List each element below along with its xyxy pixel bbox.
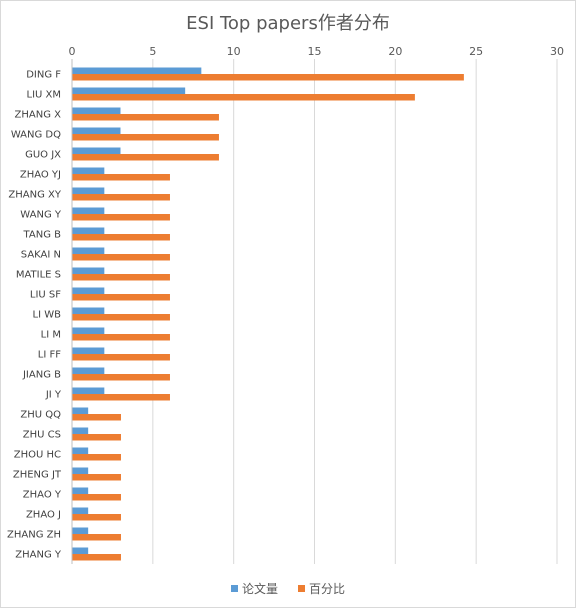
legend-label-series-1: 百分比 [309,582,346,596]
bar-series-0-5 [72,167,105,174]
legend-item-series-0: 论文量 [230,580,278,597]
category-label-17: ZHU QQ [20,410,61,421]
category-label-9: SAKAI N [21,250,61,261]
bar-series-1-1 [72,94,415,101]
category-label-18: ZHU CS [23,430,61,441]
bar-series-0-17 [72,407,89,414]
bar-series-1-18 [72,434,121,441]
category-label-7: WANG Y [20,210,62,221]
legend-item-series-1: 百分比 [298,580,345,597]
bar-series-0-23 [72,527,89,534]
category-label-14: LI FF [38,350,61,361]
bar-series-1-8 [72,234,170,241]
bar-series-0-3 [72,127,121,134]
bar-series-1-7 [72,214,170,221]
bar-series-0-24 [72,547,89,554]
bar-series-1-24 [72,554,121,561]
category-label-19: ZHOU HC [14,450,61,461]
category-label-6: ZHANG XY [8,190,61,201]
x-tick-label-0: 0 [69,45,76,58]
x-tick-label-1: 5 [149,45,156,58]
category-label-23: ZHANG ZH [7,530,61,541]
x-tick-label-5: 25 [469,45,483,58]
bar-series-1-13 [72,334,170,341]
bar-series-1-16 [72,394,170,401]
bar-series-1-3 [72,134,219,141]
x-tick-label-2: 10 [227,45,241,58]
legend: 论文量 百分比 [1,580,575,597]
category-label-20: ZHENG JT [13,470,62,481]
x-tick-label-3: 15 [308,45,322,58]
category-label-2: ZHANG X [15,110,62,121]
bar-series-0-14 [72,347,105,354]
bar-series-0-19 [72,447,89,454]
bar-series-1-2 [72,114,219,121]
bar-series-1-9 [72,254,170,261]
bar-series-0-21 [72,487,89,494]
bar-series-0-20 [72,467,89,474]
bar-series-1-23 [72,534,121,541]
bar-series-0-4 [72,147,121,154]
bar-series-1-14 [72,354,170,361]
bar-series-1-17 [72,414,121,421]
category-label-0: DING F [26,70,61,81]
bar-series-1-10 [72,274,170,281]
category-label-12: LI WB [33,310,62,321]
category-label-21: ZHAO Y [23,490,62,501]
bar-series-1-4 [72,154,219,161]
bar-series-1-22 [72,514,121,521]
bar-series-1-15 [72,374,170,381]
bar-series-1-20 [72,474,121,481]
bar-series-0-11 [72,287,105,294]
bar-series-0-7 [72,207,105,214]
bar-series-0-15 [72,367,105,374]
chart-title: ESI Top papers作者分布 [186,13,390,34]
bar-series-0-6 [72,187,105,194]
category-label-16: JI Y [45,390,62,401]
legend-swatch-series-0 [230,585,238,592]
bar-series-0-2 [72,107,121,114]
bar-series-1-21 [72,494,121,501]
bar-series-1-0 [72,74,464,81]
bar-series-1-11 [72,294,170,301]
bar-series-0-9 [72,247,105,254]
category-label-24: ZHANG Y [15,550,62,561]
bar-series-1-12 [72,314,170,321]
category-label-5: ZHAO YJ [20,170,61,181]
category-label-3: WANG DQ [11,130,61,141]
bar-series-0-16 [72,387,105,394]
bar-series-0-18 [72,427,89,434]
legend-label-series-0: 论文量 [241,582,278,596]
category-label-1: LIU XM [27,90,62,101]
category-label-15: JIANG B [22,370,61,381]
legend-swatch-series-1 [298,585,305,592]
bar-series-1-19 [72,454,121,461]
category-label-22: ZHAO J [26,510,61,521]
bar-series-0-8 [72,227,105,234]
bar-series-0-0 [72,67,202,74]
bar-series-0-10 [72,267,105,274]
bar-series-0-13 [72,327,105,334]
bar-series-0-1 [72,87,186,94]
bar-series-1-6 [72,194,170,201]
category-label-13: LI M [41,330,61,341]
bar-series-0-22 [72,507,89,514]
bar-series-0-12 [72,307,105,314]
category-label-8: TANG B [23,230,62,241]
category-label-4: GUO JX [25,150,61,161]
x-tick-label-6: 30 [550,45,564,58]
category-label-11: LIU SF [30,290,61,301]
bar-series-1-5 [72,174,170,181]
category-label-10: MATILE S [16,270,61,281]
x-tick-label-4: 20 [388,45,402,58]
